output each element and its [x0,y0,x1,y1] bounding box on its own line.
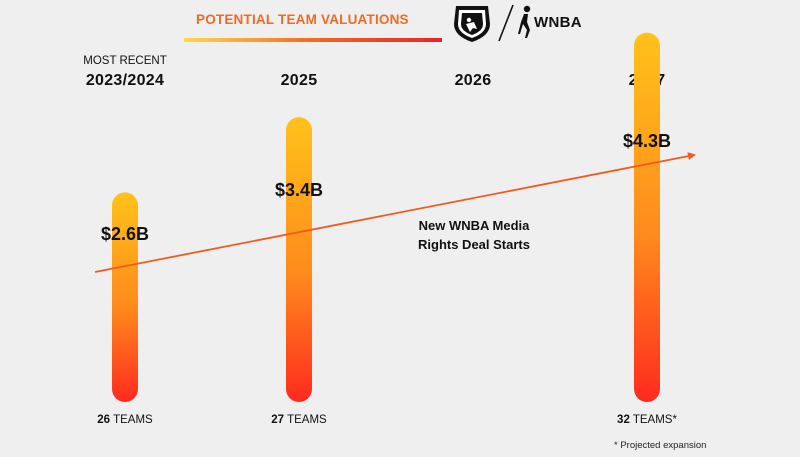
year-label: 2026 [454,72,492,89]
nwsl-logo-icon [454,6,490,42]
trend-line [94,152,696,273]
title-underline [184,38,442,42]
wnba-logo-text: WNBA [534,14,582,31]
team-count-number: 27 [271,414,285,426]
team-count-label: 27 TEAMS [229,414,369,426]
team-count-number: 26 [97,414,111,426]
media-rights-annotation: New WNBA Media Rights Deal Starts [418,218,530,252]
team-count-word: TEAMS [113,414,153,426]
divider-slash-icon [498,4,514,42]
team-count-number: 32 [617,414,630,426]
bar-value-label: $2.6B [100,224,150,244]
team-count-word: TEAMS* [632,414,677,426]
chart-title: POTENTIAL TEAM VALUATIONS [196,12,409,27]
bar-2023-2024 [112,192,138,402]
bar-value-label: $3.4B [274,180,324,200]
footnote: * Projected expansion [614,440,707,451]
column-top-label: MOST RECENT [83,55,167,67]
team-count-word: TEAMS [287,414,327,426]
wnba-logo-icon [518,5,531,38]
team-count-label: 26 TEAMS [55,414,195,426]
year-label: 2023/2024 [85,72,165,89]
bar-2027 [634,32,660,402]
team-count-label: 32 TEAMS* [577,414,717,426]
bar-2025 [286,117,312,403]
bar-value-label: $4.3B [622,131,672,151]
year-label: 2025 [280,72,318,89]
